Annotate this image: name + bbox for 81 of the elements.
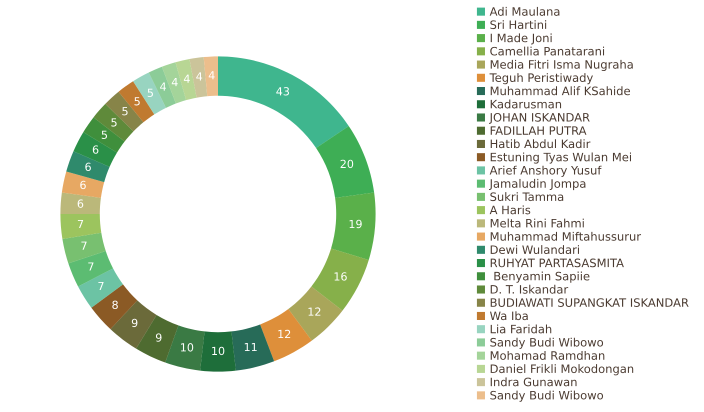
donut-slice <box>118 81 154 122</box>
data-label: 19 <box>350 220 362 228</box>
legend-label: Dewi Wulandari <box>490 245 579 254</box>
data-label: 43 <box>276 87 290 96</box>
data-label: 11 <box>244 342 257 352</box>
data-label: 12 <box>278 330 290 338</box>
legend-label: Melta Rini Fahmi <box>490 218 584 228</box>
donut-slice <box>136 314 178 362</box>
donut-slice <box>94 104 134 142</box>
data-label: 20 <box>340 160 354 168</box>
legend-label: Sri Hartini <box>490 20 546 30</box>
donut-slice <box>331 192 376 260</box>
legend-label: Lia Faridah <box>490 324 552 334</box>
legend-label: I Made Joni <box>490 33 552 44</box>
data-label: 12 <box>308 307 320 316</box>
data-label: 5 <box>111 118 117 127</box>
legend-label: Daniel Frikli Mokodongan <box>490 364 634 376</box>
data-label: 6 <box>78 199 84 208</box>
data-label: 10 <box>181 343 194 352</box>
data-label: 8 <box>112 300 118 310</box>
legend-label: BUDIAWATI SUPANGKAT ISKANDAR <box>490 298 689 307</box>
legend-label: Indra Gunawan <box>490 377 577 386</box>
data-label: 9 <box>132 318 138 328</box>
legend-label: Mohamad Ramdhan <box>490 350 604 360</box>
data-label: 6 <box>92 145 98 154</box>
data-label: 7 <box>98 282 104 290</box>
legend-label: Jamaludin Jompa <box>489 178 586 190</box>
legend-label: JOHAN ISKANDAR <box>489 112 590 124</box>
data-label: 7 <box>78 220 84 228</box>
legend-label: D. T. Iskandar <box>490 284 568 294</box>
donut-slice <box>148 66 176 108</box>
legend-label: Muhammad Miftahussurur <box>490 232 642 241</box>
data-label: 9 <box>156 333 162 342</box>
donut-slice <box>200 331 236 372</box>
legend-label: Arief Anshory Yusuf <box>490 166 602 177</box>
donut-slice <box>218 56 349 148</box>
donut-slice <box>60 192 101 214</box>
donut-slice <box>133 72 166 114</box>
legend-label: Wa Iba <box>490 311 528 320</box>
data-label: 7 <box>88 262 94 271</box>
legend-label: Kadarusman <box>490 100 562 108</box>
data-label: 4 <box>196 72 202 80</box>
legend-label: Sandy Budi Wibowo <box>490 390 604 402</box>
legend-label: RUHYAT PARTASASMITA <box>490 258 624 268</box>
legend-label: Teguh Peristiwady <box>490 73 593 84</box>
legend-label: Adi Maulana <box>490 6 560 16</box>
donut-slice <box>189 57 208 98</box>
data-label: 5 <box>134 97 140 106</box>
data-label: 10 <box>212 346 224 356</box>
donut-slice <box>110 300 157 349</box>
donut-slice <box>316 126 374 198</box>
legend-label: Hatib Abdul Kadir <box>490 139 590 148</box>
legend-label: FADILLAH PUTRA <box>490 126 586 135</box>
donut-slice <box>60 214 102 240</box>
data-label: 5 <box>122 107 128 116</box>
donut-slice <box>204 56 218 96</box>
donut-slice <box>105 92 144 132</box>
donut-slice <box>91 284 138 330</box>
legend-label: A Haris <box>490 205 530 214</box>
data-label: 5 <box>102 130 108 139</box>
data-label: 5 <box>148 88 153 98</box>
data-label: 6 <box>80 180 86 190</box>
data-label: 16 <box>334 272 347 281</box>
data-label: 4 <box>184 74 190 83</box>
data-label: 4 <box>172 78 178 86</box>
donut-slice <box>62 232 106 264</box>
legend-label: Estuning Tyas Wulan Mei <box>490 152 631 164</box>
donut-slice <box>231 324 274 371</box>
data-label: 4 <box>160 82 166 91</box>
legend-label: Muhammad Alif KSahide <box>490 86 630 96</box>
legend-label: Benyamin Sapiie <box>494 272 590 283</box>
legend-label: Media Fitri Isma Nugraha <box>490 60 633 71</box>
donut-slice <box>165 325 205 371</box>
data-label: 4 <box>208 71 215 80</box>
data-label: 6 <box>85 162 91 172</box>
donut-slice <box>83 117 125 153</box>
legend-label: Camellia Panatarani <box>490 46 604 56</box>
donut-slice <box>62 171 104 198</box>
data-label: 7 <box>81 242 87 250</box>
legend-label: Sukri Tamma <box>490 192 564 202</box>
legend-label: Sandy Budi Wibowo <box>490 338 604 349</box>
